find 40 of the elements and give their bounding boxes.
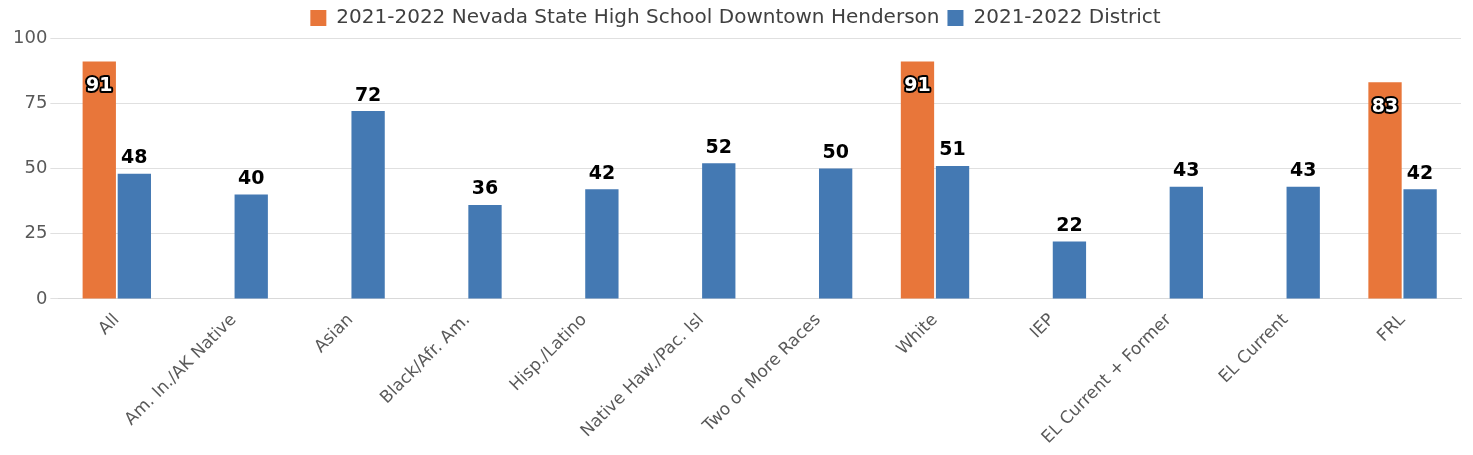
bar	[1169, 186, 1203, 299]
y-tick-label: 25	[24, 221, 48, 243]
legend-label: 2021-2022 Nevada State High School Downtown Henderson	[336, 4, 940, 29]
data-label: 50	[822, 139, 849, 162]
bar	[117, 173, 151, 299]
y-tick-label: 50	[24, 156, 48, 178]
data-label: 72	[354, 82, 382, 105]
bar	[935, 165, 970, 299]
legend-label: 2021-2022 District	[973, 4, 1161, 29]
data-label: 52	[705, 134, 732, 157]
data-label: 83	[1371, 93, 1399, 116]
bar	[585, 189, 619, 299]
bar	[234, 194, 268, 299]
data-label: 43	[1289, 158, 1317, 181]
y-tick-label: 0	[35, 286, 48, 308]
x-tick-label: All	[93, 309, 123, 339]
data-label: 91	[904, 72, 931, 95]
data-label: 48	[121, 145, 148, 168]
data-label: 51	[939, 137, 966, 160]
bar	[468, 205, 502, 299]
bar	[1403, 189, 1437, 299]
x-tick-label: IEP	[1025, 309, 1058, 342]
data-label: 91	[86, 72, 113, 95]
y-tick-label: 75	[24, 90, 48, 112]
bar	[900, 61, 935, 299]
bar	[82, 61, 116, 299]
bar	[351, 111, 385, 299]
bar	[702, 163, 736, 299]
bar	[1052, 241, 1087, 299]
bar	[1368, 82, 1402, 299]
y-tick-label: 100	[13, 25, 48, 47]
data-label: 40	[237, 166, 265, 189]
bar	[1286, 186, 1320, 299]
data-label: 36	[471, 176, 499, 199]
data-label: 42	[588, 160, 616, 183]
bar	[819, 168, 853, 299]
x-tick-label: FRL	[1372, 308, 1409, 346]
data-label: 42	[1406, 160, 1434, 183]
data-label: 22	[1056, 213, 1083, 235]
data-label: 43	[1173, 158, 1200, 181]
